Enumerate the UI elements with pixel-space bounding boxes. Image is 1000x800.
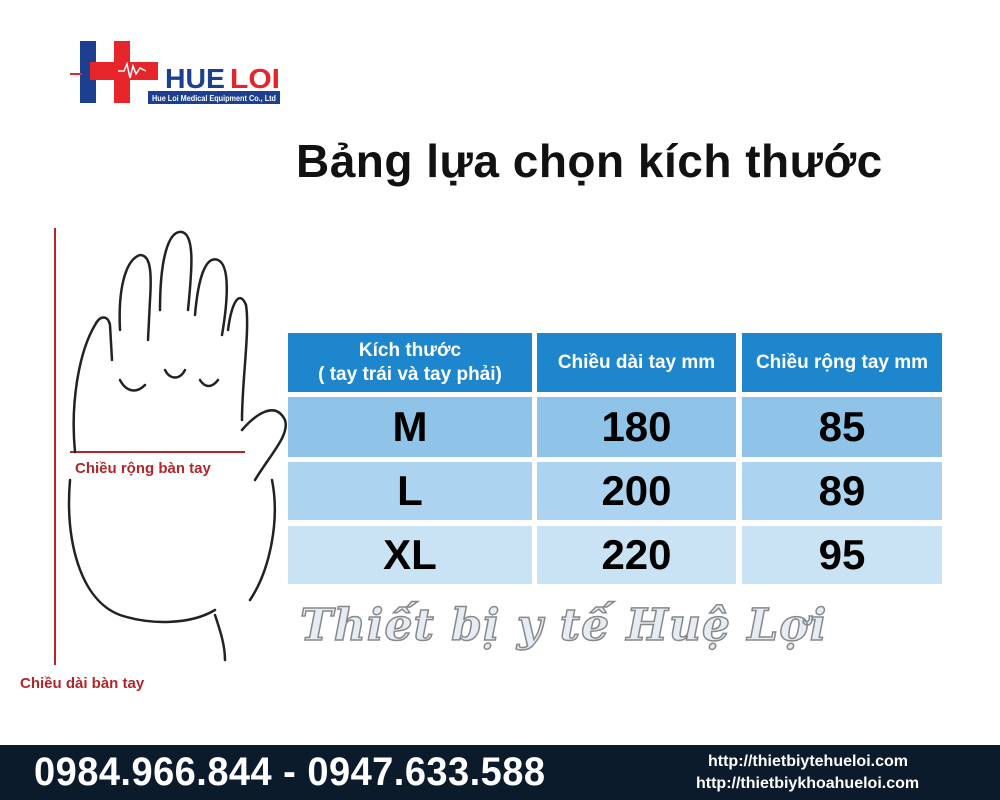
row-l-width: 89 <box>742 462 942 520</box>
phone-numbers: 0984.966.844 - 0947.633.588 <box>34 750 546 794</box>
hand-outline-diagram <box>54 228 288 665</box>
row-m-length: 180 <box>537 397 736 457</box>
row-xl-size: XL <box>288 526 532 584</box>
page-title: Bảng lựa chọn kích thước <box>296 135 883 187</box>
header-size-line2: ( tay trái và tay phải) <box>318 363 502 385</box>
website-url-1[interactable]: http://thietbiytehueloi.com <box>708 753 908 770</box>
watermark: Thiết bị y tế Huệ Lợi <box>299 599 828 652</box>
logo-text-loi: LOI <box>230 63 280 94</box>
row-l-length: 200 <box>537 462 736 520</box>
hand-length-label: Chiều dài bàn tay <box>20 675 145 692</box>
logo-text-hue: HUE <box>165 63 225 94</box>
footer-bar <box>0 745 1000 800</box>
header-width: Chiều rộng tay mm <box>742 333 942 392</box>
header-length: Chiều dài tay mm <box>537 333 736 392</box>
row-l-size: L <box>288 462 532 520</box>
logo-subtitle: Hue Loi Medical Equipment Co., Ltd <box>152 94 276 103</box>
header-size-line1: Kích thước <box>358 339 462 361</box>
company-logo: HUE LOI Hue Loi Medical Equipment Co., L… <box>70 38 285 108</box>
header-size: Kích thước ( tay trái và tay phải) <box>288 333 532 392</box>
row-xl-length: 220 <box>537 526 736 584</box>
row-xl-width: 95 <box>742 526 942 584</box>
hand-width-label: Chiều rộng bàn tay <box>75 460 211 477</box>
row-m-size: M <box>288 397 532 457</box>
row-m-width: 85 <box>742 397 942 457</box>
website-url-2[interactable]: http://thietbiykhoahueloi.com <box>696 775 920 792</box>
